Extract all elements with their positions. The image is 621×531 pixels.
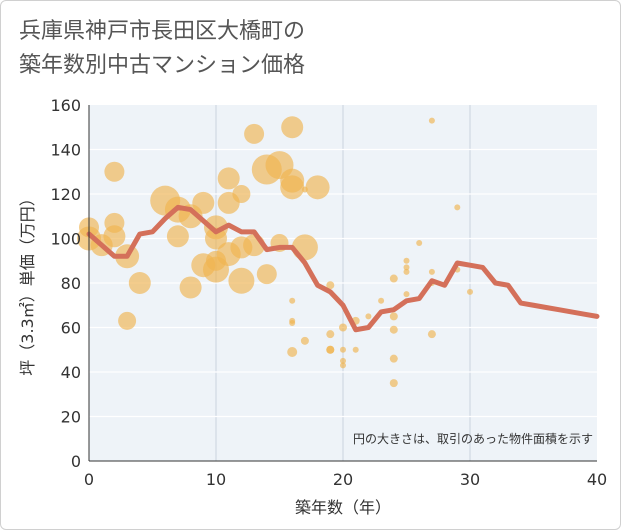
x-tick-label: 30 bbox=[460, 470, 480, 489]
y-tick-label: 40 bbox=[61, 363, 81, 382]
bubble-point bbox=[389, 274, 398, 283]
bubble-point bbox=[287, 346, 298, 357]
bubble-point bbox=[326, 281, 335, 290]
bubble-point bbox=[289, 320, 296, 327]
bubble-point bbox=[427, 330, 436, 339]
x-tick-label: 0 bbox=[84, 470, 94, 489]
bubble-point bbox=[244, 123, 265, 144]
y-tick-label: 20 bbox=[61, 408, 81, 427]
bubble-point bbox=[300, 336, 309, 345]
bubble-point bbox=[378, 297, 385, 304]
bubble-point bbox=[389, 354, 398, 363]
bubble-point bbox=[228, 267, 255, 294]
bubble-point bbox=[389, 325, 398, 334]
bubble-point bbox=[256, 264, 277, 285]
bubble-point bbox=[305, 175, 330, 200]
bubble-point bbox=[281, 116, 304, 139]
bubble-point bbox=[103, 225, 126, 248]
average-price-line bbox=[86, 204, 600, 333]
size-note: 円の大きさは、取引のあった物件面積を示す bbox=[353, 431, 593, 446]
bubble-point bbox=[403, 257, 410, 264]
bubble-point bbox=[289, 297, 296, 304]
y-tick-label: 160 bbox=[50, 96, 81, 115]
bubble-point bbox=[291, 234, 318, 261]
line-layer bbox=[86, 204, 600, 333]
y-tick-label: 120 bbox=[50, 185, 81, 204]
x-axis-label: 築年数（年） bbox=[295, 498, 391, 517]
bubble-point bbox=[118, 311, 137, 330]
bubble-point bbox=[340, 346, 346, 353]
bubble-point bbox=[365, 313, 372, 320]
axes: 0 10 20 30 40 0 20 40 60 80 100 120 140 160 bbox=[50, 96, 607, 489]
bubble-point bbox=[205, 227, 227, 250]
bubble-point bbox=[467, 288, 473, 295]
bubble-point bbox=[428, 268, 435, 275]
y-axis-label: 坪（3.3㎡）単価（万円） bbox=[18, 190, 37, 375]
bubble-point bbox=[192, 191, 215, 214]
y-tick-label: 80 bbox=[61, 274, 81, 293]
bubble-point bbox=[340, 357, 346, 364]
bubble-point bbox=[326, 330, 335, 339]
bubble-point bbox=[454, 204, 461, 211]
bubble-point bbox=[179, 276, 202, 299]
bubble-point bbox=[352, 346, 359, 353]
bubble-point bbox=[128, 272, 151, 294]
bubble-point bbox=[428, 117, 435, 124]
x-tick-label: 10 bbox=[206, 470, 226, 489]
y-tick-label: 140 bbox=[50, 141, 81, 160]
x-tick-label: 20 bbox=[333, 470, 353, 489]
bubble-point bbox=[403, 268, 410, 275]
bubble-point bbox=[340, 362, 346, 369]
bubble-point bbox=[326, 345, 335, 354]
y-tick-label: 60 bbox=[61, 319, 81, 338]
y-tick-label: 100 bbox=[50, 230, 81, 249]
bubble-point bbox=[166, 225, 189, 248]
bubble-point bbox=[280, 175, 305, 200]
bubble-point bbox=[416, 239, 423, 246]
bubble-point bbox=[389, 379, 398, 388]
bubble-point bbox=[389, 312, 398, 321]
y-tick-label: 0 bbox=[71, 452, 81, 471]
bubble-point bbox=[403, 264, 410, 271]
bubble-point bbox=[217, 167, 240, 190]
bubble-point bbox=[339, 323, 347, 332]
grid-lines bbox=[89, 105, 597, 461]
bubble-point bbox=[403, 291, 410, 298]
bubble-point bbox=[232, 185, 251, 203]
x-tick-label: 40 bbox=[587, 470, 607, 489]
bubble-point bbox=[104, 161, 125, 182]
chart-title: 兵庫県神戸市長田区大橋町の 築年数別中古マンション価格 bbox=[19, 19, 306, 78]
